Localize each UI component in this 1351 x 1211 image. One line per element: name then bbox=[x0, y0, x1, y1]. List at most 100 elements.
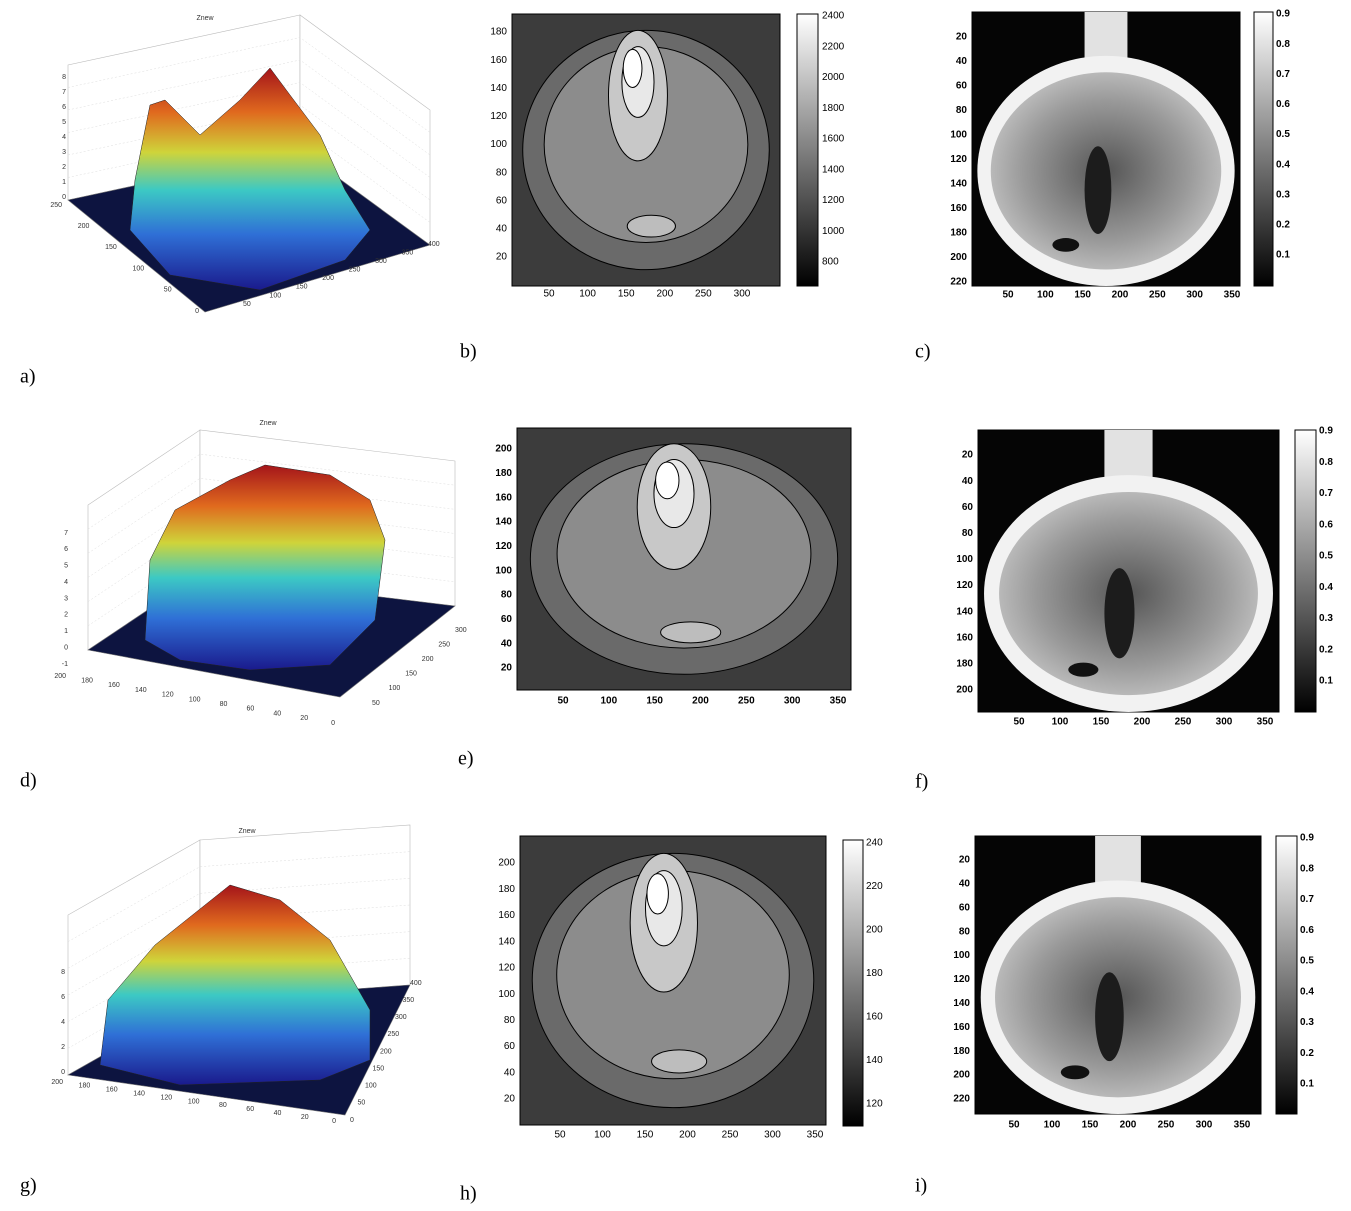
y-tick-label: 160 bbox=[950, 203, 967, 214]
y-tick-label: 200 bbox=[78, 223, 90, 230]
grid-line bbox=[87, 502, 456, 578]
z-tick-label: 2 bbox=[64, 612, 68, 619]
z-tick-label: 8 bbox=[62, 74, 66, 81]
y-tick-label: 0 bbox=[195, 308, 199, 315]
grid-line bbox=[67, 878, 411, 969]
region bbox=[1060, 1065, 1090, 1080]
grid-line bbox=[67, 851, 411, 942]
x-tick-label: 300 bbox=[734, 289, 751, 300]
region bbox=[1052, 238, 1080, 252]
colorbar-tick-label: 0.6 bbox=[1319, 519, 1333, 530]
x-tick-label: 100 bbox=[1052, 717, 1069, 728]
y-tick-label: 120 bbox=[953, 974, 970, 985]
y-tick-label: 200 bbox=[498, 858, 515, 869]
x-tick-label: 50 bbox=[554, 1130, 566, 1141]
z-tick-label: 1 bbox=[62, 179, 66, 186]
colorbar-tick-label: 0.1 bbox=[1319, 676, 1333, 687]
contour bbox=[646, 873, 669, 915]
colorbar bbox=[796, 13, 819, 287]
y-tick-label: 0 bbox=[331, 720, 335, 727]
y-tick-label: 200 bbox=[956, 685, 973, 696]
region bbox=[1104, 568, 1135, 659]
y-tick-label: 60 bbox=[496, 195, 508, 206]
x-tick-label: 350 bbox=[807, 1130, 824, 1141]
x-tick-label: 200 bbox=[380, 1048, 392, 1055]
y-tick-label: 20 bbox=[962, 450, 974, 461]
z-tick-label: 0 bbox=[64, 644, 68, 651]
z-tick-label: 2 bbox=[62, 164, 66, 171]
z-tick-label: 1 bbox=[64, 628, 68, 635]
y-tick-label: 120 bbox=[162, 692, 174, 699]
y-tick-label: 50 bbox=[164, 287, 172, 294]
y-tick-label: 20 bbox=[300, 715, 308, 722]
y-tick-label: 140 bbox=[950, 179, 967, 190]
panel-label: d) bbox=[20, 770, 37, 792]
x-tick-label: 300 bbox=[1196, 1120, 1213, 1131]
grid-line bbox=[67, 931, 411, 1022]
colorbar-tick-label: 2000 bbox=[822, 72, 845, 83]
y-tick-label: 100 bbox=[956, 554, 973, 565]
colorbar-tick-label: 140 bbox=[866, 1055, 883, 1066]
x-tick-label: 100 bbox=[365, 1083, 377, 1090]
region bbox=[1068, 662, 1099, 677]
x-tick-label: 300 bbox=[1186, 290, 1203, 301]
colorbar-tick-label: 0.9 bbox=[1300, 833, 1314, 844]
y-tick-label: 180 bbox=[495, 468, 512, 479]
y-tick-label: 80 bbox=[501, 590, 513, 601]
z-tick-label: 3 bbox=[64, 595, 68, 602]
y-tick-label: 100 bbox=[950, 130, 967, 141]
x-tick-label: 200 bbox=[1112, 290, 1129, 301]
x-tick-label: 150 bbox=[296, 284, 308, 291]
x-tick-label: 200 bbox=[679, 1130, 696, 1141]
x-tick-label: 200 bbox=[1134, 717, 1151, 728]
surface bbox=[99, 884, 371, 1086]
y-tick-label: 40 bbox=[496, 224, 508, 235]
y-tick-label: 60 bbox=[246, 1106, 254, 1113]
x-tick-label: 100 bbox=[600, 696, 617, 707]
x-tick-label: 50 bbox=[1008, 1120, 1020, 1131]
contour bbox=[622, 48, 643, 88]
colorbar-tick-label: 800 bbox=[822, 257, 839, 268]
x-tick-label: 150 bbox=[618, 289, 635, 300]
region bbox=[1095, 972, 1124, 1062]
y-tick-label: 60 bbox=[247, 706, 255, 713]
z-tick-label: 6 bbox=[61, 994, 65, 1001]
y-tick-label: 40 bbox=[962, 476, 974, 487]
y-tick-label: 60 bbox=[959, 902, 971, 913]
y-tick-label: 80 bbox=[962, 528, 974, 539]
x-tick-label: 400 bbox=[410, 980, 422, 987]
colorbar-tick-label: 0.8 bbox=[1276, 39, 1290, 50]
x-tick-label: 200 bbox=[656, 289, 673, 300]
colorbar-tick-label: 0.7 bbox=[1276, 69, 1290, 80]
x-tick-label: 350 bbox=[1257, 717, 1274, 728]
x-tick-label: 0 bbox=[350, 1117, 354, 1124]
y-tick-label: 180 bbox=[953, 1046, 970, 1057]
colorbar-tick-label: 200 bbox=[866, 925, 883, 936]
x-tick-label: 50 bbox=[543, 289, 555, 300]
y-tick-label: 120 bbox=[956, 580, 973, 591]
x-tick-label: 250 bbox=[722, 1130, 739, 1141]
y-tick-label: 20 bbox=[956, 32, 968, 43]
colorbar-tick-label: 0.2 bbox=[1319, 644, 1333, 655]
x-tick-label: 250 bbox=[388, 1031, 400, 1038]
colorbar-tick-label: 0.3 bbox=[1300, 1017, 1314, 1028]
x-tick-label: 250 bbox=[695, 289, 712, 300]
y-tick-label: 80 bbox=[219, 1102, 227, 1109]
y-tick-label: 140 bbox=[495, 517, 512, 528]
y-tick-label: 160 bbox=[953, 1022, 970, 1033]
x-tick-label: 400 bbox=[428, 241, 440, 248]
x-tick-label: 100 bbox=[389, 685, 401, 692]
x-tick-label: 50 bbox=[358, 1100, 366, 1107]
colorbar bbox=[1294, 429, 1317, 713]
colorbar-tick-label: 0.7 bbox=[1300, 894, 1314, 905]
x-tick-label: 300 bbox=[1216, 717, 1233, 728]
x-tick-label: 350 bbox=[1224, 290, 1241, 301]
grid-line bbox=[87, 550, 456, 627]
y-tick-label: 250 bbox=[50, 202, 62, 209]
x-tick-label: 200 bbox=[322, 275, 334, 282]
y-tick-label: 40 bbox=[501, 638, 513, 649]
colorbar-tick-label: 1400 bbox=[822, 164, 845, 175]
y-tick-label: 100 bbox=[953, 950, 970, 961]
colorbar-tick-label: 0.5 bbox=[1319, 551, 1333, 562]
